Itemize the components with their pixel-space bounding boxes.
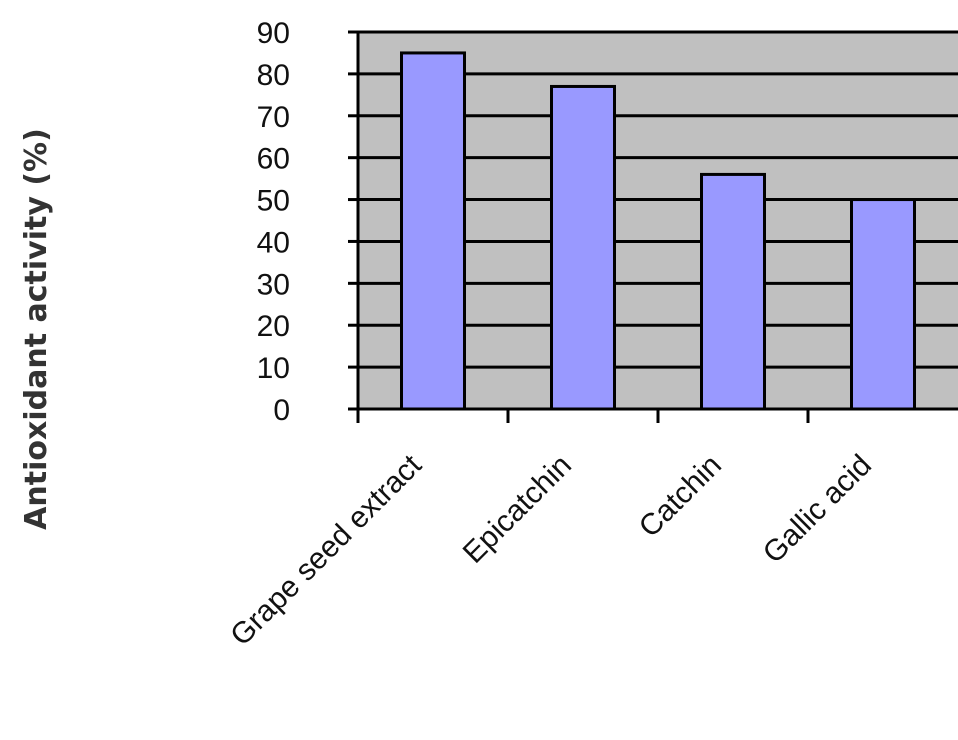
y-tick-label: 90 [257, 17, 290, 50]
axes [348, 30, 958, 423]
bar [550, 84, 616, 411]
y-tick-label: 0 [273, 394, 290, 427]
x-tick-label: Gallic acid [757, 449, 878, 570]
x-tick-label: Catchin [633, 449, 728, 544]
y-tick-label: 70 [257, 101, 290, 134]
bars [400, 51, 916, 411]
x-tick-label: Grape seed extract [224, 448, 428, 652]
y-tick-labels: 0 10 20 30 40 50 60 70 80 90 [257, 17, 290, 427]
x-tick-labels: Grape seed extract Epicatchin Catchin Galli… [224, 448, 878, 652]
y-tick-label: 20 [257, 310, 290, 343]
y-tick-label: 80 [257, 59, 290, 92]
x-tick-label: Epicatchin [457, 449, 578, 570]
bar [850, 198, 916, 411]
y-tick-label: 10 [257, 352, 290, 385]
y-tick-label: 30 [257, 268, 290, 301]
y-tick-label: 50 [257, 185, 290, 218]
y-axis-title: Antioxidant activity (%) [19, 128, 54, 530]
y-tick-label: 40 [257, 226, 290, 259]
bar [400, 51, 466, 411]
bar [700, 172, 766, 411]
y-tick-label: 60 [257, 143, 290, 176]
